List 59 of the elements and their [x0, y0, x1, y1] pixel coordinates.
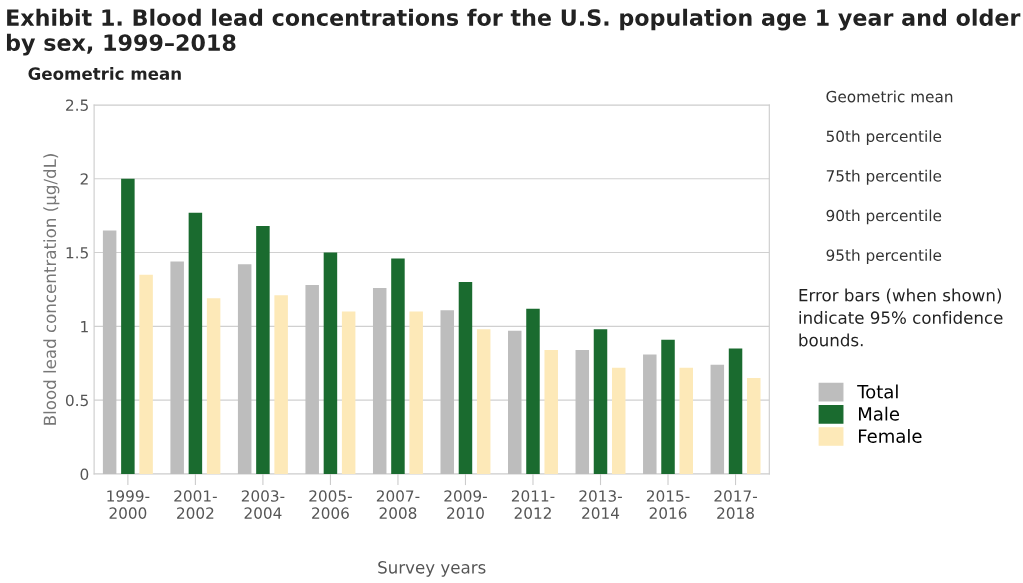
bar	[575, 349, 590, 474]
x-tick-label: 2017- 2018	[714, 490, 757, 519]
chart-subtitle: Geometric mean	[28, 67, 181, 80]
x-tick-label: 1999- 2000	[107, 490, 150, 519]
y-tick-label: 1.5	[66, 247, 88, 259]
bar	[409, 311, 423, 474]
bar	[391, 258, 405, 474]
bar	[274, 295, 288, 474]
text: Error bars (when shown) indicate 95% confidence bounds.	[799, 288, 1003, 347]
bar	[440, 310, 454, 474]
bar	[237, 264, 252, 474]
bar	[611, 367, 626, 474]
y-tick-label: 1	[81, 321, 88, 333]
y-tick-label: 0.5	[65, 394, 88, 407]
x-axis-title: Survey years	[378, 561, 486, 577]
text: 50th percentile	[826, 130, 942, 145]
bar	[372, 287, 387, 474]
bar	[121, 178, 135, 474]
bar	[508, 330, 522, 474]
y-tick-label: 0	[80, 468, 89, 480]
bar	[458, 282, 473, 474]
bar	[661, 339, 675, 474]
bar	[728, 348, 743, 474]
bar	[102, 230, 117, 474]
text: 75th percentile	[826, 169, 942, 185]
bar	[139, 274, 153, 474]
legend-label: Female	[858, 428, 922, 443]
text: 90th percentile	[826, 209, 942, 225]
bar	[747, 378, 761, 474]
bar	[305, 285, 319, 474]
y-tick-label: 2.5	[66, 99, 88, 111]
bar	[206, 298, 221, 474]
x-tick-label: 2011- 2012	[511, 490, 555, 519]
bar	[256, 225, 270, 474]
bar	[323, 252, 338, 474]
x-tick-label: 2005- 2006	[309, 490, 352, 519]
x-tick-label: 2009- 2010	[444, 490, 487, 519]
x-tick-label: 2007- 2008	[376, 490, 420, 519]
y-axis-title: Blood lead concentration (µg/dL)	[43, 154, 60, 425]
y-tick-label: 2	[80, 173, 88, 185]
bar	[679, 367, 693, 474]
x-tick-label: 2001- 2002	[174, 490, 217, 519]
chart-title: Exhibit 1. Blood lead concentrations for the U.S. population age 1 year and older by sex, 1999–2018	[6, 8, 1021, 56]
text: Geometric mean	[826, 90, 953, 103]
bar	[526, 308, 540, 474]
x-tick-label: 2015- 2016	[646, 490, 690, 519]
bar	[341, 311, 356, 474]
bar	[170, 261, 184, 474]
x-tick-label: 2003- 2004	[241, 490, 285, 519]
x-tick-label: 2013- 2014	[579, 490, 622, 519]
bar	[643, 354, 657, 474]
bar	[544, 349, 558, 474]
text: 95th percentile	[826, 249, 942, 264]
legend-label: Total	[857, 384, 898, 399]
bar	[188, 212, 203, 474]
bar	[476, 329, 491, 474]
bar	[710, 364, 725, 474]
legend-label: Male	[858, 406, 900, 421]
bar	[593, 329, 608, 474]
